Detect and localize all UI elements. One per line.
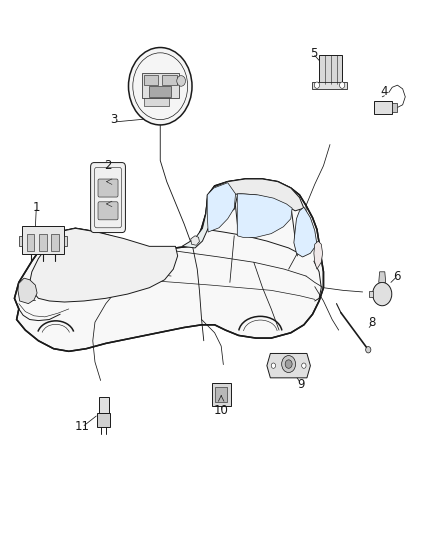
Polygon shape [22, 226, 64, 254]
Polygon shape [97, 414, 110, 426]
Text: 9: 9 [297, 378, 304, 391]
Polygon shape [392, 103, 397, 112]
Text: 5: 5 [310, 47, 318, 60]
Polygon shape [162, 75, 177, 85]
FancyBboxPatch shape [98, 179, 118, 197]
Circle shape [373, 282, 392, 306]
Polygon shape [294, 207, 317, 257]
Polygon shape [191, 236, 199, 245]
Polygon shape [237, 194, 292, 237]
Polygon shape [99, 398, 109, 414]
Text: 3: 3 [110, 112, 117, 126]
Polygon shape [18, 278, 37, 304]
Polygon shape [207, 183, 236, 232]
Circle shape [271, 363, 276, 368]
Polygon shape [374, 101, 392, 114]
Polygon shape [149, 86, 171, 97]
Polygon shape [27, 233, 35, 251]
Circle shape [302, 363, 306, 368]
Polygon shape [212, 383, 231, 407]
FancyBboxPatch shape [98, 202, 118, 220]
FancyBboxPatch shape [91, 163, 125, 232]
Polygon shape [369, 292, 373, 297]
Polygon shape [319, 55, 342, 84]
Text: 11: 11 [74, 420, 89, 433]
Circle shape [366, 346, 371, 353]
Polygon shape [314, 241, 322, 269]
Text: 10: 10 [214, 404, 229, 417]
Circle shape [285, 360, 292, 368]
Circle shape [314, 82, 320, 88]
Polygon shape [312, 82, 347, 89]
Text: 1: 1 [32, 200, 40, 214]
Text: 6: 6 [393, 270, 400, 282]
Circle shape [282, 356, 296, 373]
Polygon shape [14, 179, 323, 351]
Circle shape [339, 82, 345, 88]
Polygon shape [19, 236, 22, 246]
Polygon shape [144, 98, 169, 107]
Text: 8: 8 [368, 316, 376, 329]
Polygon shape [30, 228, 178, 302]
Polygon shape [215, 387, 227, 402]
Circle shape [128, 47, 192, 125]
Text: 2: 2 [104, 159, 112, 172]
Polygon shape [182, 182, 241, 248]
Polygon shape [267, 353, 311, 378]
Polygon shape [214, 179, 304, 211]
Polygon shape [379, 272, 386, 282]
Polygon shape [39, 233, 47, 251]
Polygon shape [51, 233, 59, 251]
Polygon shape [64, 236, 67, 246]
Polygon shape [142, 73, 179, 98]
Polygon shape [144, 75, 158, 85]
Circle shape [177, 76, 185, 86]
Text: 4: 4 [381, 85, 388, 98]
